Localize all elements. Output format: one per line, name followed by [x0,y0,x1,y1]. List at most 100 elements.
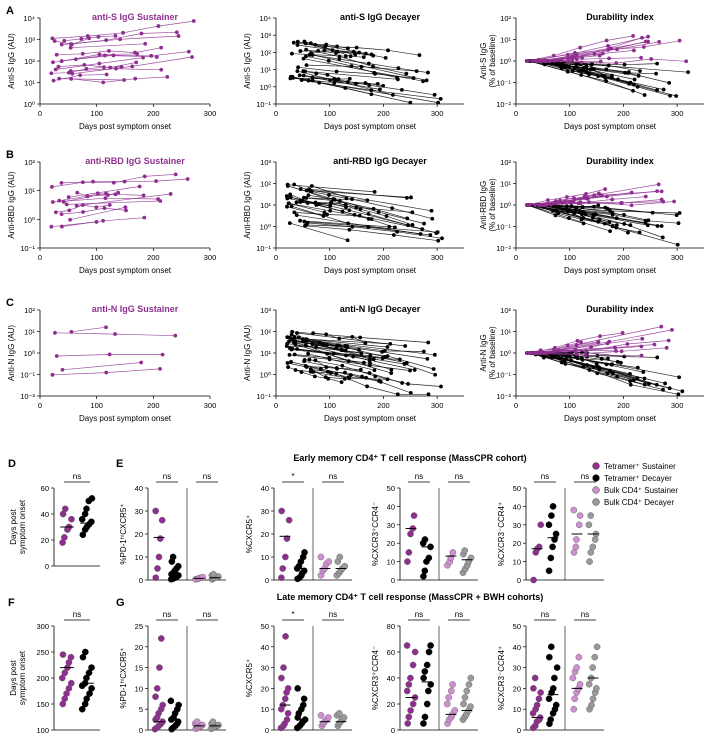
data-point [537,521,545,529]
data-point [59,651,67,658]
data-point [51,60,55,65]
data-point [677,38,682,43]
data-point [449,681,456,688]
data-point [571,695,579,703]
significance-label: ns [329,472,337,481]
data-point [655,224,660,228]
data-point [371,64,375,69]
data-point [576,512,584,519]
data-point [652,342,657,347]
x-tick-label: 300 [204,253,217,262]
data-point [82,648,89,656]
chart-g: 0 20 40 60 80 %CXCR3⁺CCR4⁻ ns ns [371,610,478,735]
series-line [288,341,370,361]
data-point [347,227,352,232]
data-point [298,49,303,53]
y-tick-label: 10⁻¹ [256,244,271,253]
y-tick-label: 10³ [24,36,35,45]
data-point [440,236,444,241]
data-point [59,42,64,47]
y-tick-label: 20 [261,530,269,539]
x-tick-label: 200 [617,109,630,118]
data-point [159,45,164,50]
data-point [609,362,614,367]
chart-b: 10⁻² 10⁻¹ 10⁰ 10¹ 10² 0 100 200 300 Days post sym… [479,156,704,275]
y-tick-label: 10 [135,684,143,693]
data-point [549,543,556,551]
significance-label: ns [203,610,211,619]
y-tick-label: 10² [500,158,511,167]
data-point [409,700,417,708]
data-point [565,343,570,348]
data-point [294,200,299,205]
y-tick-label: 10⁰ [260,83,271,92]
data-point [593,685,600,692]
x-axis-label: Days post symptom onset [324,266,417,275]
series-line [295,344,392,374]
series-line [304,360,403,384]
series-line [302,339,435,356]
y-tick-label: 10¹ [24,187,35,196]
data-point [283,716,291,723]
data-point [295,43,300,47]
data-point [597,53,602,58]
series-line [291,339,342,350]
y-tick-label: 10⁰ [24,349,35,358]
data-point [79,37,84,41]
series-line [71,326,107,333]
data-point [546,653,553,661]
y-tick-label: 0 [391,726,395,735]
data-point [629,203,634,208]
data-point [301,56,306,61]
data-point [325,351,330,356]
data-point [343,54,348,59]
x-tick-label: 300 [204,109,217,118]
chart-e: 0 10 20 30 40 50 %CXCR3⁺CCR4⁻ ns ns [371,472,478,585]
data-point [619,201,624,205]
data-point [578,200,583,205]
chart-c: 10⁻¹ 10⁰ 10¹ 10² 10³ 0 100 200 300 Days post symp… [243,304,464,423]
y-tick-label: 10¹ [500,180,511,189]
y-tick-label: 10 [261,705,269,714]
data-point [527,351,532,355]
data-point [365,384,369,389]
data-point [389,367,394,372]
y-tick-label: 60 [387,648,395,657]
data-point [558,198,562,203]
data-point [53,67,58,72]
data-point [655,355,660,360]
data-point [606,44,610,48]
y-tick-label: 20 [261,684,269,693]
data-point [175,562,182,570]
significance-label: ns [541,472,549,481]
data-point [643,194,648,199]
y-tick-label: 10⁻¹ [496,371,511,380]
data-point [347,76,352,81]
data-point [326,58,331,63]
series-line [306,190,412,198]
y-axis-label: %CXCR3⁺CCR4⁻ [371,646,380,710]
panel-label-d: D [8,458,16,470]
data-point [572,50,577,55]
data-point [404,71,409,76]
data-point [412,368,417,372]
data-point [592,204,596,209]
data-point [199,721,206,729]
data-point [404,558,411,565]
series-line [547,204,610,223]
data-point [627,70,631,74]
legend: Tetramer⁺ Sustainer Tetramer⁺ Decayer Bulk… [592,462,678,507]
series-line [544,196,607,206]
data-point [596,339,601,344]
data-point [570,58,575,63]
x-tick-label: 100 [323,253,336,262]
data-point [103,196,108,201]
data-point [580,56,585,60]
data-point [622,62,627,67]
data-point [641,45,646,49]
y-tick-label: 10¹ [24,328,35,337]
data-point [54,52,59,57]
data-point [408,390,413,395]
y-axis-label: Anti-RBD IgG [479,181,488,229]
data-point [349,64,354,68]
